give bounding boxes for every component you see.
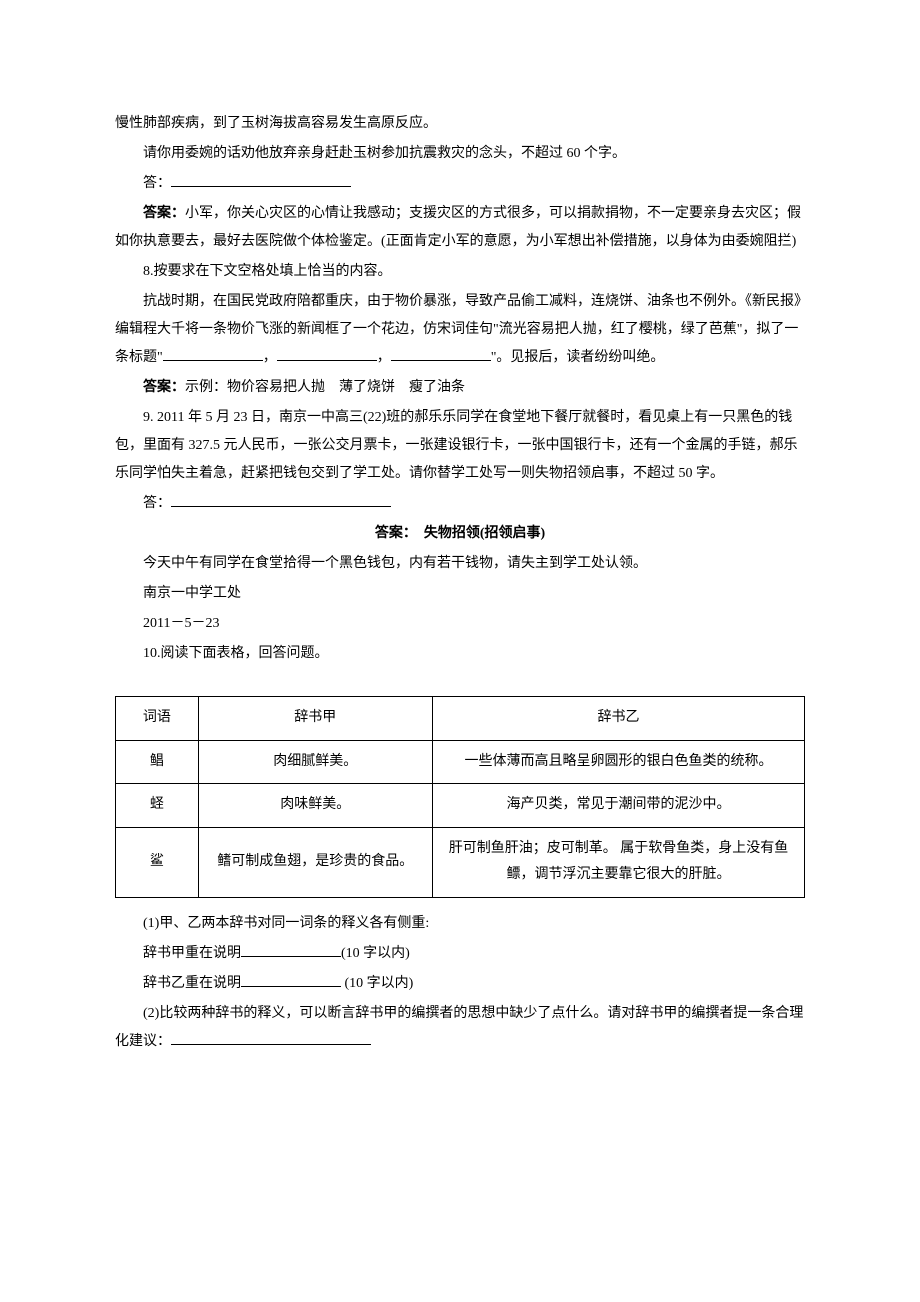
blank-line — [277, 347, 377, 361]
answer-1-text: 小军，你关心灾区的心情让我感动；支援灾区的方式很多，可以捐款捐物，不一定要亲身去… — [115, 206, 801, 249]
table-header-cell: 辞书甲 — [198, 697, 432, 741]
blank-line — [163, 347, 263, 361]
paragraph-11: 今天中午有同学在食堂拾得一个黑色钱包，内有若干钱物，请失主到学工处认领。 — [115, 550, 805, 578]
paragraph-1: 慢性肺部疾病，到了玉树海拔高容易发生高原反应。 — [115, 110, 805, 138]
table-cell: 肝可制鱼肝油；皮可制革。 属于软骨鱼类，身上没有鱼鳔，调节浮沉主要靠它很大的肝脏… — [432, 827, 804, 897]
dictionary-table: 词语 辞书甲 辞书乙 鲳 肉细腻鲜美。 一些体薄而高且略呈卵圆形的银白色鱼类的统… — [115, 696, 805, 898]
blank-line — [171, 493, 391, 507]
p16-a: 辞书甲重在说明 — [143, 946, 241, 961]
table-header-cell: 词语 — [116, 697, 199, 741]
table-cell: 肉味鲜美。 — [198, 784, 432, 828]
question-10-1a: 辞书甲重在说明 (10 字以内) — [115, 940, 805, 968]
question-10-1: (1)甲、乙两本辞书对同一词条的释义各有侧重: — [115, 910, 805, 938]
answer-3-title: 答案： 失物招领(招领启事) — [115, 520, 805, 548]
blank-line — [391, 347, 491, 361]
answer-prefix: 答： — [143, 176, 171, 191]
question-9: 9. 2011 年 5 月 23 日，南京一中高三(22)班的郝乐乐同学在食堂地… — [115, 404, 805, 488]
table-header-cell: 辞书乙 — [432, 697, 804, 741]
p6-part-b: ， — [263, 350, 277, 365]
blank-line — [171, 1031, 371, 1045]
answer-2-text: 示例：物价容易把人抛 薄了烧饼 瘦了油条 — [185, 380, 465, 395]
answer-1: 答案：小军，你关心灾区的心情让我感动；支援灾区的方式很多，可以捐款捐物，不一定要… — [115, 200, 805, 256]
paragraph-12: 南京一中学工处 — [115, 580, 805, 608]
paragraph-2: 请你用委婉的话劝他放弃亲身赶赴玉树参加抗震救灾的念头，不超过 60 个字。 — [115, 140, 805, 168]
p6-part-d: "。见报后，读者纷纷叫绝。 — [491, 350, 665, 365]
table-row: 蛏 肉味鲜美。 海产贝类，常见于潮间带的泥沙中。 — [116, 784, 805, 828]
table-cell: 一些体薄而高且略呈卵圆形的银白色鱼类的统称。 — [432, 740, 804, 784]
paragraph-13: 2011－5－23 — [115, 610, 805, 638]
p17-b: (10 字以内) — [341, 976, 413, 991]
table-cell: 肉细腻鲜美。 — [198, 740, 432, 784]
table-header-row: 词语 辞书甲 辞书乙 — [116, 697, 805, 741]
table-cell: 海产贝类，常见于潮间带的泥沙中。 — [432, 784, 804, 828]
table-cell: 鳍可制成鱼翅，是珍贵的食品。 — [198, 827, 432, 897]
answer-prefix: 答： — [143, 496, 171, 511]
blank-line — [171, 173, 351, 187]
question-10-1b: 辞书乙重在说明 (10 字以内) — [115, 970, 805, 998]
answer-blank-2: 答： — [115, 490, 805, 518]
question-8: 8.按要求在下文空格处填上恰当的内容。 — [115, 258, 805, 286]
answer-2: 答案：示例：物价容易把人抛 薄了烧饼 瘦了油条 — [115, 374, 805, 402]
table-cell: 蛏 — [116, 784, 199, 828]
p6-part-c: ， — [377, 350, 391, 365]
table-row: 鲨 鳍可制成鱼翅，是珍贵的食品。 肝可制鱼肝油；皮可制革。 属于软骨鱼类，身上没… — [116, 827, 805, 897]
table-cell: 鲨 — [116, 827, 199, 897]
answer-label: 答案： — [143, 380, 185, 395]
p16-b: (10 字以内) — [341, 946, 410, 961]
p17-a: 辞书乙重在说明 — [143, 976, 241, 991]
spacer — [115, 670, 805, 684]
table-row: 鲳 肉细腻鲜美。 一些体薄而高且略呈卵圆形的银白色鱼类的统称。 — [116, 740, 805, 784]
question-10: 10.阅读下面表格，回答问题。 — [115, 640, 805, 668]
blank-line — [241, 973, 341, 987]
question-10-2: (2)比较两种辞书的释义，可以断言辞书甲的编撰者的思想中缺少了点什么。请对辞书甲… — [115, 1000, 805, 1056]
blank-line — [241, 943, 341, 957]
paragraph-6: 抗战时期，在国民党政府陪都重庆，由于物价暴涨，导致产品偷工减料，连烧饼、油条也不… — [115, 288, 805, 372]
answer-label: 答案： — [143, 206, 185, 221]
table-cell: 鲳 — [116, 740, 199, 784]
answer-blank-1: 答： — [115, 170, 805, 198]
